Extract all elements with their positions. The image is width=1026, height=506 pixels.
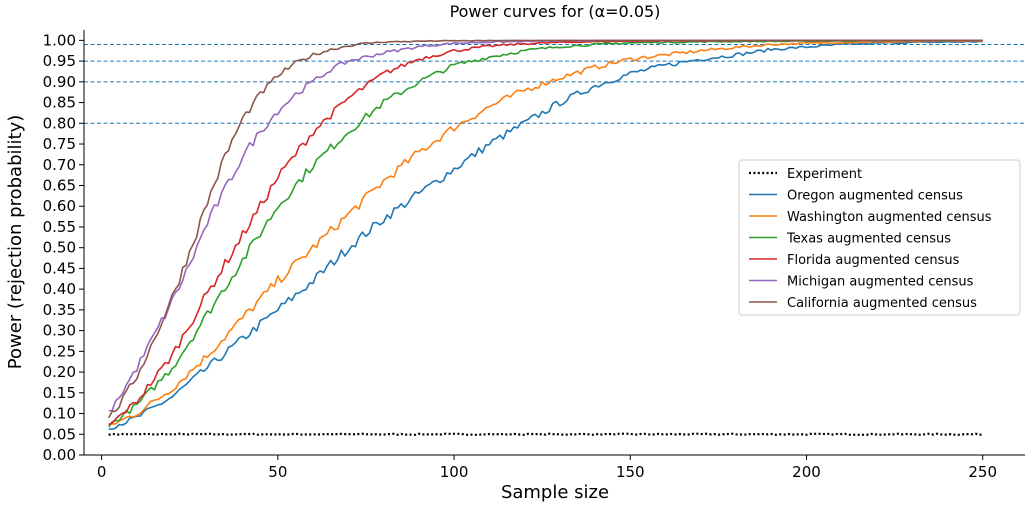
legend-label: Florida augmented census	[787, 253, 960, 268]
y-tick-label: 0.25	[43, 342, 76, 360]
y-tick-label: 0.60	[43, 197, 76, 215]
legend-label: Experiment	[787, 167, 862, 182]
reference-lines	[84, 45, 1025, 124]
legend-label: Washington augmented census	[787, 210, 992, 225]
x-tick-label: 150	[616, 463, 645, 481]
chart-title: Power curves for (α=0.05)	[450, 2, 661, 21]
y-tick-label: 1.00	[43, 31, 76, 49]
y-tick-label: 0.65	[43, 176, 76, 194]
y-tick-label: 0.30	[43, 322, 76, 340]
y-tick-label: 0.80	[43, 114, 76, 132]
y-tick-label: 0.00	[43, 446, 76, 464]
y-tick-label: 0.90	[43, 73, 76, 91]
y-tick-label: 0.45	[43, 259, 76, 277]
series-line-0	[109, 434, 983, 435]
legend-label: Texas augmented census	[786, 232, 951, 247]
legend-label: Michigan augmented census	[787, 275, 974, 290]
y-tick-label: 0.85	[43, 94, 76, 112]
y-tick-label: 0.55	[43, 218, 76, 236]
y-tick-label: 0.75	[43, 135, 76, 153]
x-tick-label: 250	[968, 463, 997, 481]
x-axis-title: Sample size	[501, 482, 609, 503]
y-tick-label: 0.40	[43, 280, 76, 298]
legend-label: Oregon augmented census	[787, 189, 963, 204]
legend-label: California augmented census	[787, 296, 977, 311]
y-tick-label: 0.50	[43, 239, 76, 257]
x-tick-label: 0	[97, 463, 107, 481]
legend: Experiment Oregon augmented census Washing…	[739, 160, 1020, 315]
y-tick-label: 0.95	[43, 52, 76, 70]
y-axis-title: Power (rejection probability)	[5, 115, 26, 369]
y-tick-label: 0.05	[43, 425, 76, 443]
x-tick-label: 200	[792, 463, 821, 481]
y-tick-label: 0.10	[43, 405, 76, 423]
y-tick-label: 0.15	[43, 384, 76, 402]
y-tick-label: 0.20	[43, 363, 76, 381]
y-tick-label: 0.70	[43, 156, 76, 174]
x-tick-label: 100	[440, 463, 469, 481]
y-tick-label: 0.35	[43, 301, 76, 319]
x-tick-label: 50	[268, 463, 287, 481]
